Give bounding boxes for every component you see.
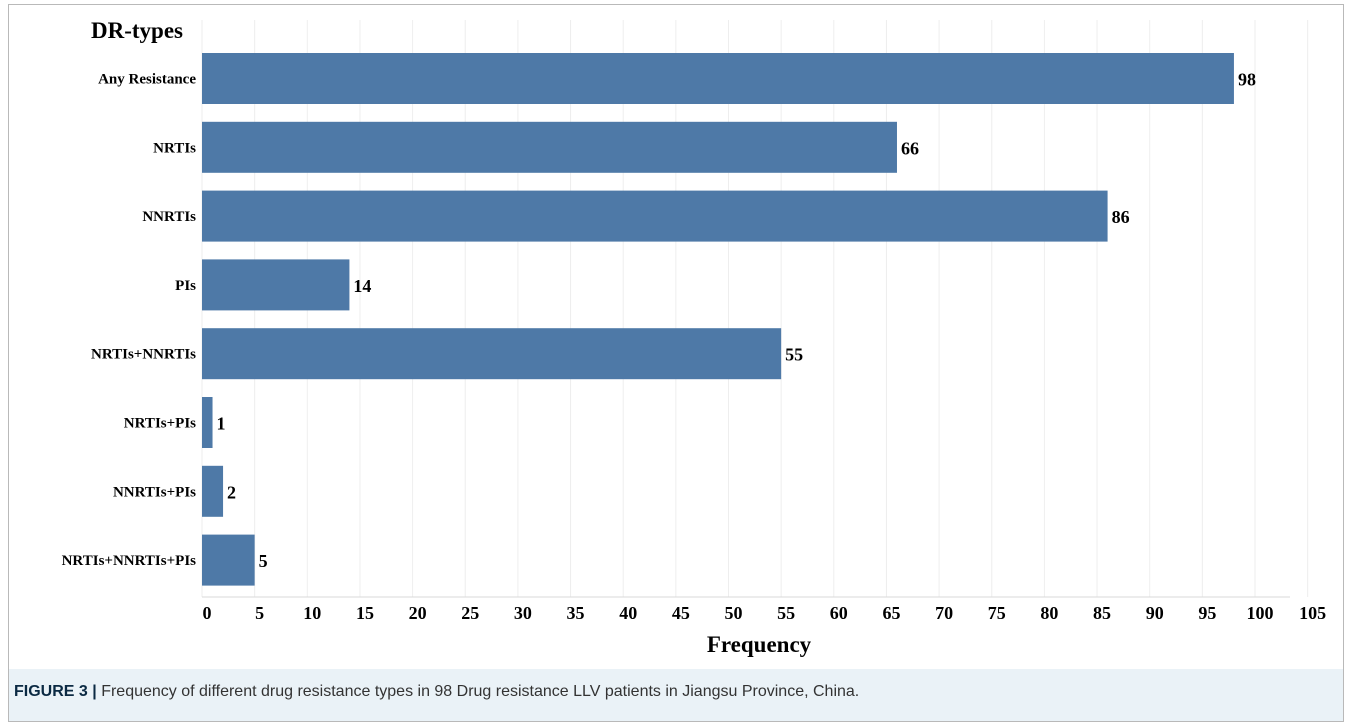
category-label: Any Resistance	[98, 72, 196, 88]
x-tick-label: 10	[303, 603, 321, 623]
x-tick-label: 85	[1093, 603, 1111, 623]
caption-separator: |	[92, 683, 97, 700]
x-tick-label: 100	[1247, 603, 1274, 623]
category-label: NRTIs+NNRTIs+PIs	[62, 553, 197, 569]
category-label: NRTIs	[153, 140, 196, 156]
x-tick-label: 105	[1299, 603, 1326, 623]
bar	[202, 190, 1108, 242]
x-tick-label: 0	[203, 603, 212, 623]
category-label: PIs	[175, 278, 196, 294]
bars	[202, 53, 1234, 586]
data-label: 98	[1238, 70, 1256, 90]
bar	[202, 397, 213, 448]
x-tick-label: 5	[255, 603, 264, 623]
bar	[202, 53, 1234, 104]
bar	[202, 534, 255, 586]
x-axis-title: Frequency	[707, 632, 812, 657]
bar	[202, 259, 350, 311]
data-label: 86	[1112, 207, 1130, 227]
data-label: 14	[353, 276, 371, 296]
category-label: NRTIs+NNRTIs	[91, 347, 196, 363]
category-label: NNRTIs+PIs	[113, 484, 196, 500]
figure-label: FIGURE 3	[14, 683, 88, 700]
x-tick-label: 65	[882, 603, 900, 623]
figure-caption: FIGURE 3 | Frequency of different drug r…	[14, 683, 859, 701]
category-label: NNRTIs	[142, 209, 196, 225]
x-tick-label: 90	[1146, 603, 1164, 623]
x-tick-label: 75	[988, 603, 1006, 623]
value-labels: 98 66 86 14 55 1 2 5	[217, 70, 1256, 572]
x-tick-label: 15	[356, 603, 374, 623]
x-tick-label: 95	[1198, 603, 1216, 623]
x-tick-label: 30	[514, 603, 532, 623]
data-label: 1	[217, 414, 226, 434]
bar	[202, 121, 897, 173]
x-tick-label: 35	[567, 603, 585, 623]
bar	[202, 465, 224, 517]
caption-band	[9, 669, 1343, 721]
data-label: 55	[785, 345, 803, 365]
caption-text: Frequency of different drug resistance t…	[101, 683, 860, 700]
x-tick-label: 80	[1040, 603, 1058, 623]
x-tick-label: 20	[409, 603, 427, 623]
category-label: NRTIs+PIs	[124, 416, 196, 432]
x-tick-label: 40	[619, 603, 637, 623]
x-tick-label: 55	[777, 603, 795, 623]
x-tick-label: 50	[725, 603, 743, 623]
data-label: 5	[259, 551, 268, 571]
category-labels: Any Resistance NRTIs NNRTIs PIs NRTIs+NNRTIs…	[62, 72, 197, 570]
x-tick-label: 60	[830, 603, 848, 623]
x-tick-label: 25	[461, 603, 479, 623]
data-label: 66	[901, 138, 919, 158]
x-tick-label: 45	[672, 603, 690, 623]
data-label: 2	[227, 482, 236, 502]
x-tick-labels: 0 5 10 15 20 25 30 35 40 45 50 55 60 65 70 75 80 85 90 95 10…	[203, 603, 1327, 623]
x-tick-label: 70	[935, 603, 953, 623]
y-axis-title: DR-types	[91, 18, 183, 43]
gridlines	[201, 20, 1309, 597]
bar	[202, 328, 782, 380]
